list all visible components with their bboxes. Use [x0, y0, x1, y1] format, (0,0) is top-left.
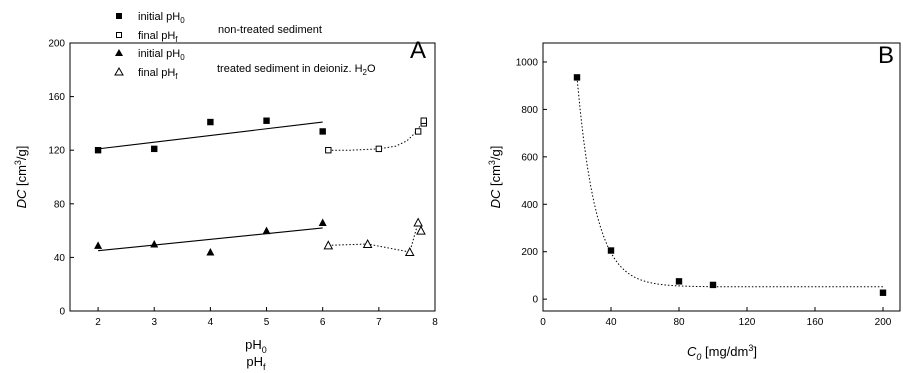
- fit-dotted-line: [328, 220, 422, 253]
- y-axis-title-b: DC [cm3/g]: [487, 146, 503, 209]
- data-point-square-open: [375, 145, 383, 153]
- legend-group-treated: treated sediment in deioniz. H2O: [217, 63, 376, 77]
- data-point-square-open: [414, 128, 422, 135]
- y-tick-label: 80: [54, 199, 66, 210]
- fit-line: [98, 121, 323, 150]
- x-tick-label: 200: [875, 317, 892, 328]
- data-point-triangle-open: [404, 246, 415, 257]
- x-tick-label: 0: [540, 317, 546, 328]
- legend-marker-square-filled: [116, 13, 122, 19]
- y-tick-label: 800: [521, 105, 538, 116]
- y-axis-a: 0 40 80 120 160 200: [48, 39, 74, 318]
- data-point-triangle-filled: [206, 248, 215, 256]
- panel-letter-b: B: [878, 42, 894, 69]
- y-tick-label: 40: [54, 253, 66, 264]
- x-axis-b: 0 40 80 120 160 200: [540, 307, 892, 328]
- y-axis-title-a: DC [cm3/g]: [13, 146, 29, 209]
- data-point-triangle-filled: [150, 240, 159, 248]
- y-tick-label: 400: [521, 200, 538, 211]
- x-axis-a: 2 3 4 5 6 7 8: [95, 307, 438, 328]
- y-tick-label: 0: [59, 307, 65, 318]
- x-tick-label: 80: [673, 317, 685, 328]
- data-point-triangle-open: [323, 240, 334, 250]
- fit-lines-a: [98, 119, 426, 253]
- x-tick-label: 120: [739, 317, 756, 328]
- panel-b: 0 200 400 600 800 1000 0 40 80 120 160 200 B DC [c…: [487, 42, 901, 362]
- y-tick-label: 1000: [516, 57, 539, 68]
- x-tick-label: 3: [151, 317, 157, 328]
- fit-dotted-curve: [328, 119, 426, 151]
- data-points-a: [94, 117, 427, 257]
- x-tick-label: 40: [605, 317, 617, 328]
- data-point-square-open: [420, 117, 427, 124]
- legend-label-initial-ph0-2: initial pH0: [138, 48, 185, 62]
- y-tick-label: 200: [48, 39, 65, 50]
- data-point-square-filled: [94, 147, 102, 154]
- y-tick-label: 200: [521, 247, 538, 258]
- data-point-triangle-filled: [318, 218, 327, 227]
- legend-a: initial pH0 non-treated sediment final p…: [114, 11, 376, 81]
- y-tick-label: 0: [532, 295, 538, 306]
- y-tick-label: 600: [521, 152, 538, 163]
- x-tick-label: 6: [320, 317, 326, 328]
- panel-letter-a: A: [410, 37, 426, 64]
- legend-marker-triangle-open: [114, 66, 124, 76]
- data-point-square-filled: [607, 247, 615, 254]
- x-tick-label: 7: [376, 317, 382, 328]
- fit-line: [98, 227, 323, 252]
- data-point-triangle-open: [413, 217, 423, 227]
- x-tick-label: 2: [95, 317, 101, 328]
- data-point-square-filled: [319, 128, 326, 135]
- y-tick-label: 120: [48, 146, 65, 157]
- x-tick-label: 8: [432, 317, 438, 328]
- x-tick-label: 160: [807, 317, 824, 328]
- data-point-square-filled: [151, 145, 158, 153]
- data-points-b: [573, 74, 887, 296]
- y-axis-b: 0 200 400 600 800 1000: [516, 57, 547, 306]
- data-point-square-open: [325, 147, 332, 154]
- data-point-triangle-filled: [94, 241, 103, 249]
- data-point-square-filled: [573, 74, 581, 81]
- legend-label-initial-ph0-1: initial pH0: [138, 11, 185, 25]
- legend-marker-square-open: [116, 32, 122, 38]
- data-point-square-filled: [207, 118, 214, 126]
- x-tick-label: 4: [208, 317, 214, 328]
- data-point-triangle-open: [416, 225, 426, 235]
- x-tick-label: 5: [264, 317, 270, 328]
- x-axis-title-a-line1: pH0: [245, 337, 267, 355]
- legend-label-final-phf-1: final pHf: [138, 30, 178, 44]
- fit-lines-b: [576, 77, 883, 288]
- data-point-triangle-filled: [262, 226, 271, 235]
- data-point-triangle-open: [362, 238, 373, 248]
- plot-frame-b: [542, 42, 901, 312]
- legend-label-final-phf-2: final pHf: [138, 67, 178, 81]
- legend-marker-triangle-filled: [115, 49, 123, 56]
- data-point-square-filled: [709, 281, 717, 289]
- y-tick-label: 160: [48, 92, 65, 103]
- fit-dotted-decay: [576, 77, 883, 288]
- plot-frame-a: [69, 42, 436, 312]
- data-point-square-filled: [879, 289, 887, 296]
- x-axis-title-a-line2: pHf: [246, 354, 266, 372]
- x-axis-title-b: C0 [mg/dm3]: [687, 343, 757, 362]
- data-point-square-filled: [675, 278, 683, 285]
- legend-group-non-treated: non-treated sediment: [218, 24, 322, 36]
- data-point-square-filled: [263, 117, 270, 124]
